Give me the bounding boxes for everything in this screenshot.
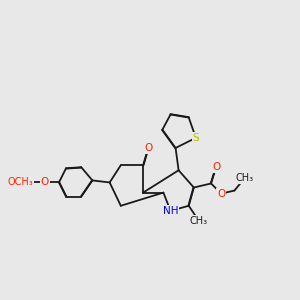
Text: O: O <box>144 143 152 153</box>
Text: CH₃: CH₃ <box>236 173 253 183</box>
Text: CH₃: CH₃ <box>190 216 208 226</box>
Text: O: O <box>40 178 49 188</box>
Text: S: S <box>193 133 199 143</box>
Text: NH: NH <box>163 206 178 216</box>
Text: O: O <box>217 189 225 199</box>
Text: O: O <box>212 162 220 172</box>
Text: OCH₃: OCH₃ <box>8 178 34 188</box>
